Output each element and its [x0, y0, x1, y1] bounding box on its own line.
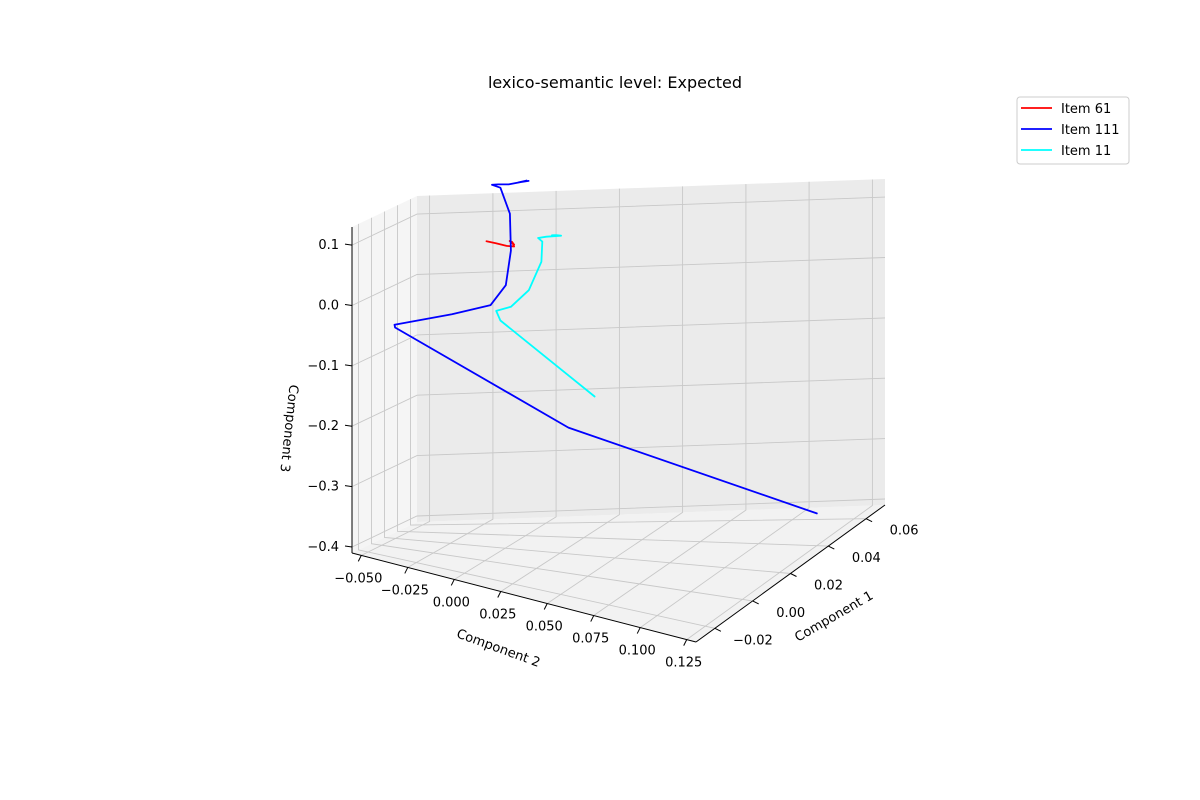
y-tick-label: 0.100 [619, 644, 656, 659]
grid-line-z [351, 196, 886, 246]
x-tick [790, 573, 797, 577]
legend-label-item-111: Item 111 [1061, 123, 1120, 138]
y-tick-label: 0.075 [572, 632, 609, 647]
grid-line-z [351, 438, 886, 488]
z-tick [344, 485, 353, 488]
back-pane [417, 179, 885, 522]
grid-line-x [410, 199, 867, 526]
y-tick [636, 627, 641, 634]
grid-line-y [639, 181, 810, 628]
grid-line-x [358, 223, 715, 629]
grid-line-y [361, 195, 431, 556]
z-tick-label: 0.0 [318, 299, 339, 314]
x-tick [865, 518, 873, 523]
x-tick-label: 0.00 [776, 606, 805, 621]
y-tick [543, 603, 548, 610]
y-axis-line [351, 552, 697, 643]
grid-line-y [454, 190, 557, 580]
series-line-item-111 [393, 179, 818, 515]
data-series [393, 179, 818, 515]
chart-title: lexico-semantic level: Expected [488, 73, 742, 92]
legend: Item 61 Item 111 Item 11 [1016, 96, 1130, 165]
grid-line-y [546, 186, 684, 604]
z-tick-label: 0.1 [318, 238, 339, 253]
grid-line-x [384, 211, 791, 574]
z-tick [344, 303, 353, 306]
x-tick [828, 545, 835, 550]
series-line-item-11 [495, 234, 596, 398]
y-tick-label: 0.125 [665, 656, 702, 671]
y-tick-label: −0.025 [381, 583, 429, 598]
y-tick-label: 0.000 [433, 596, 470, 611]
y-tick [683, 639, 688, 646]
grid-line-y [686, 179, 873, 640]
axis-ticks: −0.050−0.025 0.000 0.025 0.050 0.075 0.100 0.1… [307, 238, 918, 670]
x-tick [714, 627, 722, 632]
legend-label-item-61: Item 61 [1061, 102, 1111, 117]
z-tick-label: −0.2 [307, 419, 339, 434]
grid-line-y [593, 184, 747, 616]
y-tick [357, 555, 362, 562]
legend-box [1016, 96, 1130, 165]
y-tick-label: 0.050 [526, 620, 563, 635]
axes-panes [352, 179, 885, 642]
series-line-item-61 [485, 240, 515, 248]
axes-grid [351, 179, 886, 640]
z-tick [344, 545, 353, 548]
y-tick-label: 0.025 [479, 608, 516, 623]
grid-line-z [351, 377, 886, 427]
y-tick [404, 567, 409, 574]
grid-line-z [351, 498, 886, 548]
z-tick [344, 364, 353, 367]
x-tick-label: −0.02 [733, 633, 773, 648]
z-tick [344, 243, 353, 246]
x-tick-label: 0.06 [890, 524, 919, 539]
grid-line-x [397, 205, 829, 547]
grid-line-z [351, 317, 886, 367]
grid-line-y [500, 188, 620, 592]
x-tick-label: 0.02 [814, 579, 843, 594]
grid-line-x [371, 217, 753, 602]
floor-pane [352, 505, 885, 642]
y-tick [497, 591, 502, 598]
z-tick [344, 424, 353, 427]
z-tick-label: −0.3 [307, 480, 339, 495]
z-tick-label: −0.4 [307, 540, 339, 555]
grid-line-z [351, 257, 886, 306]
y-tick [590, 615, 595, 622]
legend-label-item-11: Item 11 [1061, 144, 1111, 159]
y-tick-label: −0.050 [334, 571, 382, 586]
z-tick-label: −0.1 [307, 359, 339, 374]
y-tick [450, 579, 455, 586]
x-tick [752, 600, 759, 605]
x-tick-label: 0.04 [852, 551, 881, 566]
